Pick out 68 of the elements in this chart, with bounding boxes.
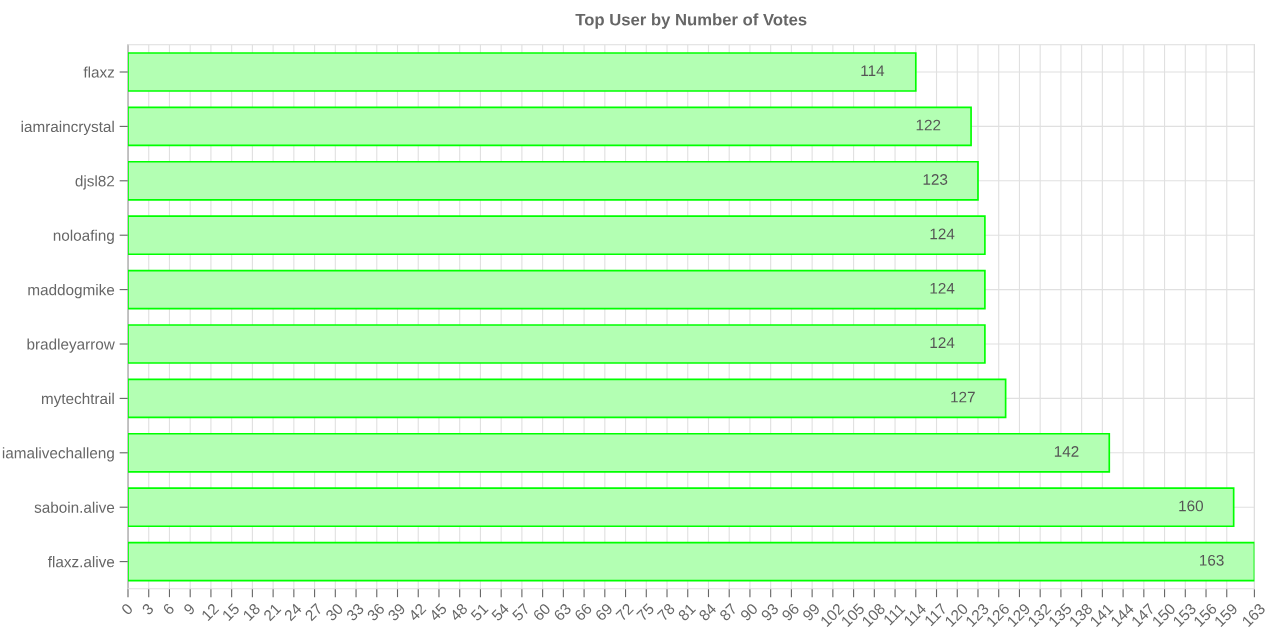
y-tick-label: noloafing xyxy=(53,229,114,244)
bar xyxy=(128,487,1235,528)
bar xyxy=(128,52,917,92)
x-tick-label: 42 xyxy=(407,602,427,622)
bar xyxy=(128,160,979,201)
x-tick-label: 0 xyxy=(120,602,134,616)
y-tick-label: saboin.alive xyxy=(34,501,115,513)
y-tick-label: flaxz xyxy=(83,66,115,78)
x-tick-label: 51 xyxy=(470,602,489,622)
y-tick-label: iamraincrystal xyxy=(21,120,114,136)
x-tick-label: 3 xyxy=(141,602,155,616)
chart-title: Top User by Number of Votes xyxy=(575,13,807,29)
x-tick-label: 99 xyxy=(801,602,821,622)
x-tick-label: 75 xyxy=(636,602,655,622)
x-tick-label: 93 xyxy=(760,602,780,622)
bar xyxy=(128,432,1111,473)
x-tick-label: 18 xyxy=(242,602,261,622)
y-tick-label: djsl82 xyxy=(75,175,115,190)
data-label: 124 xyxy=(930,337,955,348)
x-tick-label: 33 xyxy=(345,602,365,622)
x-tick-label: 163 xyxy=(1241,602,1266,628)
data-label: 142 xyxy=(1054,446,1079,457)
x-tick-label: 84 xyxy=(698,602,718,622)
x-tick-label: 111 xyxy=(883,602,906,626)
x-tick-label: 63 xyxy=(553,602,572,622)
x-tick-label: 87 xyxy=(718,602,738,622)
data-label: 163 xyxy=(1200,554,1224,566)
x-tick-label: 24 xyxy=(283,602,303,622)
x-tick-label: 60 xyxy=(532,602,552,622)
x-tick-label: 96 xyxy=(781,602,800,622)
y-tick-label: mytechtrail xyxy=(41,392,114,408)
x-tick-label: 102 xyxy=(819,602,845,628)
y-tick-label: maddogmike xyxy=(28,284,115,299)
x-tick-label: 57 xyxy=(511,602,531,622)
bar xyxy=(128,215,986,256)
x-tick-label: 72 xyxy=(615,602,634,622)
x-tick-label: 90 xyxy=(739,602,759,622)
x-tick-label: 30 xyxy=(324,602,344,622)
x-tick-label: 39 xyxy=(387,602,406,622)
bar xyxy=(128,106,972,147)
x-tick-label: 48 xyxy=(449,602,469,622)
bar xyxy=(128,324,986,364)
data-label: 160 xyxy=(1179,500,1204,512)
x-tick-label: 78 xyxy=(656,602,676,622)
data-label: 127 xyxy=(951,391,975,403)
x-tick-label: 45 xyxy=(428,602,448,622)
data-label: 124 xyxy=(930,228,955,240)
bar xyxy=(128,541,1255,582)
x-tick-label: 69 xyxy=(594,602,614,622)
y-tick-label: iamalivechalleng xyxy=(2,447,114,462)
x-tick-label: 81 xyxy=(677,602,697,622)
x-tick-label: 21 xyxy=(262,602,282,622)
bar xyxy=(128,378,1007,419)
bar xyxy=(128,269,986,310)
x-tick-label: 12 xyxy=(200,602,220,622)
x-tick-label: 6 xyxy=(162,602,175,616)
x-tick-label: 66 xyxy=(573,602,593,622)
data-label: 123 xyxy=(923,174,948,185)
data-label: 114 xyxy=(861,65,885,76)
y-tick-label: bradleyarrow xyxy=(27,338,115,353)
x-tick-label: 36 xyxy=(366,602,386,622)
data-label: 124 xyxy=(930,282,955,294)
x-tick-label: 27 xyxy=(304,602,323,622)
x-tick-label: 15 xyxy=(221,602,241,622)
y-tick-label: flaxz.alive xyxy=(47,556,115,568)
x-tick-label: 9 xyxy=(182,602,196,616)
x-tick-label: 54 xyxy=(490,602,510,622)
data-label: 122 xyxy=(916,119,941,131)
